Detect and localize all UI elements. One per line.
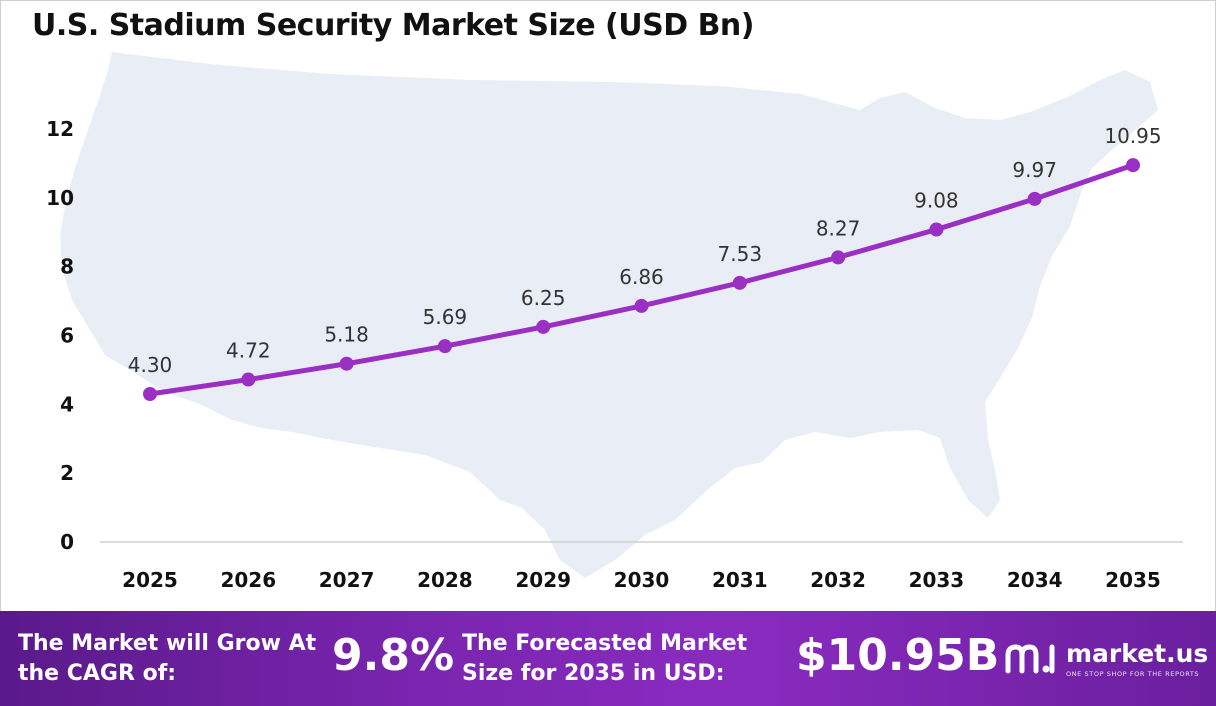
data-point bbox=[143, 387, 157, 402]
brand-logo: market.us ONE STOP SHOP FOR THE REPORTS bbox=[1004, 637, 1214, 681]
data-label: 4.30 bbox=[128, 353, 173, 377]
x-tick-label: 2033 bbox=[909, 568, 965, 592]
y-tick-label: 4 bbox=[60, 392, 74, 416]
data-point bbox=[1027, 191, 1042, 206]
footer-banner: The Market will Grow At the CAGR of: 9.8… bbox=[0, 611, 1216, 706]
data-label: 9.97 bbox=[1012, 158, 1057, 182]
y-tick-label: 0 bbox=[60, 530, 74, 554]
data-point bbox=[929, 222, 944, 237]
x-tick-label: 2025 bbox=[122, 568, 178, 592]
x-tick-label: 2030 bbox=[614, 568, 670, 592]
market-us-logo-icon bbox=[1005, 644, 1055, 674]
x-tick-label: 2027 bbox=[319, 568, 375, 592]
data-label: 6.25 bbox=[521, 286, 566, 310]
data-point bbox=[831, 250, 846, 265]
x-tick-label: 2026 bbox=[220, 568, 276, 592]
cagr-value: 9.8% bbox=[332, 630, 455, 681]
x-tick-label: 2029 bbox=[515, 568, 571, 592]
data-label: 5.69 bbox=[423, 305, 468, 329]
brand-tagline: ONE STOP SHOP FOR THE REPORTS bbox=[1066, 670, 1200, 678]
x-tick-label: 2034 bbox=[1007, 568, 1063, 592]
data-label: 8.27 bbox=[816, 216, 861, 240]
data-point bbox=[634, 298, 649, 313]
data-point bbox=[1126, 158, 1140, 173]
y-tick-label: 2 bbox=[60, 461, 74, 485]
x-tick-label: 2035 bbox=[1105, 568, 1161, 592]
data-point bbox=[732, 275, 747, 290]
series-group: 4.30 4.72 5.18 5.69 6.25 6.86 7.53 8.27 9.08 9.97… bbox=[128, 124, 1162, 402]
forecast-value: $10.95B bbox=[796, 630, 1000, 681]
data-point bbox=[536, 319, 551, 334]
y-tick-label: 6 bbox=[60, 324, 74, 348]
data-label: 6.86 bbox=[619, 265, 664, 289]
data-label: 7.53 bbox=[718, 242, 763, 266]
data-label: 5.18 bbox=[324, 323, 369, 347]
data-label: 10.95 bbox=[1104, 124, 1161, 148]
brand-name: market.us bbox=[1066, 639, 1209, 668]
data-label: 9.08 bbox=[914, 188, 959, 212]
y-tick-label: 8 bbox=[60, 255, 74, 279]
data-point bbox=[241, 372, 256, 387]
data-label: 4.72 bbox=[226, 339, 271, 363]
x-tick-label: 2031 bbox=[712, 568, 768, 592]
data-point bbox=[437, 339, 452, 354]
y-axis: 0 2 4 6 8 10 12 bbox=[46, 117, 74, 554]
forecast-label: The Forecasted Market Size for 2035 in U… bbox=[462, 631, 748, 686]
x-tick-label: 2032 bbox=[810, 568, 866, 592]
chart-title: U.S. Stadium Security Market Size (USD B… bbox=[32, 8, 755, 43]
x-tick-label: 2028 bbox=[417, 568, 473, 592]
data-point bbox=[339, 356, 354, 371]
cagr-label: The Market will Grow At the CAGR of: bbox=[18, 631, 317, 686]
y-tick-label: 10 bbox=[46, 186, 74, 210]
y-tick-label: 12 bbox=[46, 117, 74, 141]
x-axis: 2025 2026 2027 2028 2029 2030 2031 2032 2033 2034… bbox=[122, 568, 1161, 592]
